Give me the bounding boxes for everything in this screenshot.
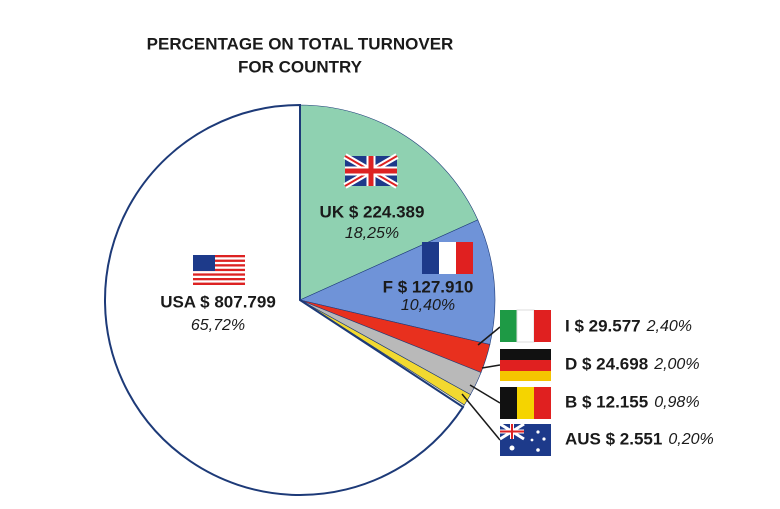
flag-germany bbox=[500, 349, 551, 381]
slice-label: B $ 12.155 bbox=[565, 392, 648, 411]
slice-label: UK $ 224.389 bbox=[320, 202, 425, 221]
value-label: 0,20% bbox=[668, 431, 713, 448]
value-label: 2,00% bbox=[653, 356, 699, 373]
chart-title: FOR COUNTRY bbox=[238, 57, 363, 76]
flag-france bbox=[422, 242, 473, 274]
leader-line bbox=[477, 326, 501, 346]
value-label: 18,25% bbox=[345, 225, 399, 242]
slice-label: D $ 24.698 bbox=[565, 354, 648, 373]
leader-lines bbox=[461, 326, 501, 441]
chart-title: PERCENTAGE ON TOTAL TURNOVER bbox=[147, 34, 454, 53]
slice-label: F $ 127.910 bbox=[383, 277, 474, 296]
slice-label: I $ 29.577 bbox=[565, 316, 641, 335]
slice-label: AUS $ 2.551 bbox=[565, 429, 662, 448]
leader-line bbox=[461, 393, 501, 441]
flag-usa bbox=[193, 255, 245, 285]
value-label: 10,40% bbox=[401, 297, 455, 314]
value-label: 2,40% bbox=[646, 318, 692, 335]
leader-line bbox=[469, 384, 501, 404]
flag-italy bbox=[500, 309, 551, 343]
value-label: 0,98% bbox=[654, 394, 699, 411]
flag-australia bbox=[499, 422, 551, 456]
leader-line bbox=[481, 364, 501, 369]
pie bbox=[104, 103, 496, 496]
flag-belgium bbox=[500, 387, 551, 419]
flag-uk bbox=[343, 153, 399, 189]
value-label: 65,72% bbox=[191, 317, 245, 334]
slice bbox=[104, 103, 465, 496]
slice-label: USA $ 807.799 bbox=[160, 292, 276, 311]
slice bbox=[299, 104, 479, 301]
